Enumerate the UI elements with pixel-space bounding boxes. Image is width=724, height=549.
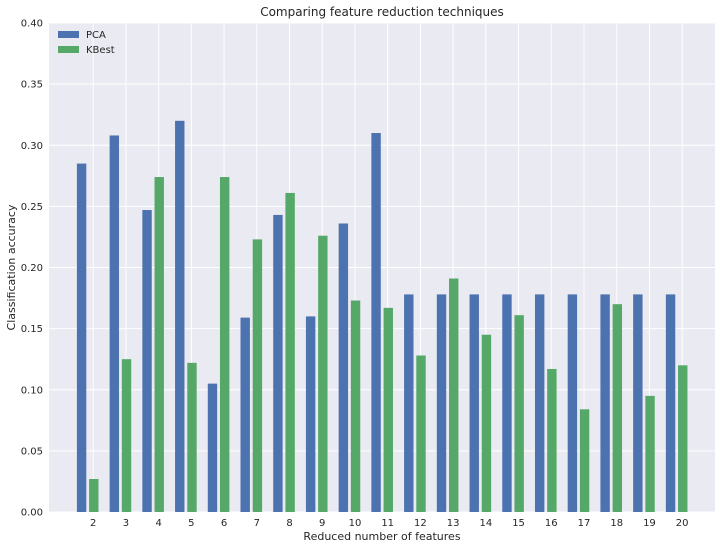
y-tick-label: 0.35: [21, 80, 43, 91]
bar-kbest-15: [514, 315, 524, 512]
bar-kbest-5: [187, 362, 197, 512]
x-tick-label: 14: [479, 518, 492, 529]
bar-pca-3: [109, 135, 120, 512]
bar-kbest-17: [579, 409, 590, 512]
x-tick-label: 9: [319, 518, 325, 529]
legend-swatch-kbest: [58, 46, 79, 53]
y-axis-ticks: 0.00 0.05 0.10 0.15 0.20 0.25 0.30 0.35 0.40: [21, 19, 43, 519]
bars: [76, 120, 688, 513]
chart-title: Comparing feature reduction techniques: [260, 5, 504, 19]
bar-kbest-8: [285, 192, 295, 513]
x-tick-label: 3: [123, 518, 129, 529]
x-tick-label: 6: [221, 518, 227, 529]
bar-kbest-6: [219, 177, 230, 512]
bar-pca-8: [273, 214, 283, 512]
bar-kbest-2: [89, 478, 99, 512]
bar-pca-18: [600, 294, 610, 512]
x-tick-label: 5: [188, 518, 194, 529]
bar-pca-15: [502, 294, 512, 512]
bar-kbest-3: [121, 359, 132, 512]
x-tick-label: 7: [254, 518, 260, 529]
x-tick-label: 19: [643, 518, 656, 529]
x-tick-label: 11: [381, 518, 394, 529]
bar-kbest-12: [416, 355, 426, 512]
y-tick-label: 0.30: [21, 141, 43, 152]
x-tick-label: 4: [155, 518, 161, 529]
x-tick-label: 16: [545, 518, 558, 529]
bar-pca-11: [371, 133, 381, 512]
bar-kbest-7: [252, 239, 263, 512]
bar-kbest-14: [481, 334, 492, 512]
bar-pca-2: [76, 163, 87, 512]
bar-kbest-18: [612, 304, 623, 512]
bar-kbest-16: [547, 368, 557, 512]
bar-pca-13: [436, 294, 447, 512]
bar-pca-12: [404, 294, 414, 512]
bar-kbest-9: [318, 235, 328, 512]
bar-kbest-19: [645, 395, 655, 512]
x-tick-label: 17: [578, 518, 591, 529]
bar-kbest-10: [350, 300, 361, 512]
x-tick-label: 20: [676, 518, 689, 529]
bar-pca-16: [534, 294, 545, 512]
x-tick-label: 10: [349, 518, 362, 529]
x-tick-label: 2: [90, 518, 96, 529]
bar-pca-7: [240, 317, 250, 512]
y-tick-label: 0.40: [21, 19, 43, 30]
bar-pca-19: [633, 294, 643, 512]
bar-kbest-20: [678, 365, 688, 512]
legend-label-kbest: KBest: [86, 45, 115, 56]
x-tick-label: 18: [610, 518, 623, 529]
bar-pca-14: [469, 294, 479, 512]
bar-pca-20: [665, 294, 676, 512]
x-axis-label: Reduced number of features: [303, 530, 460, 543]
y-tick-label: 0.25: [21, 202, 43, 213]
bar-pca-4: [142, 210, 152, 513]
y-tick-label: 0.10: [21, 385, 43, 396]
y-tick-label: 0.20: [21, 263, 43, 274]
bar-pca-10: [338, 223, 349, 513]
bar-pca-9: [305, 316, 316, 512]
bar-kbest-11: [383, 307, 393, 512]
x-tick-label: 8: [286, 518, 292, 529]
legend-label-pca: PCA: [86, 30, 106, 41]
x-tick-label: 13: [447, 518, 460, 529]
y-tick-label: 0.15: [21, 324, 43, 335]
legend-swatch-pca: [58, 31, 79, 38]
bar-kbest-13: [449, 278, 459, 512]
bar-kbest-4: [154, 177, 164, 512]
legend: PCA KBest: [58, 30, 115, 56]
x-axis-ticks: 2 3 4 5 6 7 8 9 10 11 12 13 14 15 16 17 18 19 20: [90, 518, 689, 529]
bar-pca-5: [175, 120, 185, 513]
bar-pca-6: [207, 383, 218, 512]
x-tick-label: 12: [414, 518, 427, 529]
y-tick-label: 0.05: [21, 446, 43, 457]
y-axis-label: Classification accuracy: [5, 204, 18, 330]
x-tick-label: 15: [512, 518, 525, 529]
bar-pca-17: [567, 294, 578, 512]
y-tick-label: 0.00: [21, 508, 43, 519]
